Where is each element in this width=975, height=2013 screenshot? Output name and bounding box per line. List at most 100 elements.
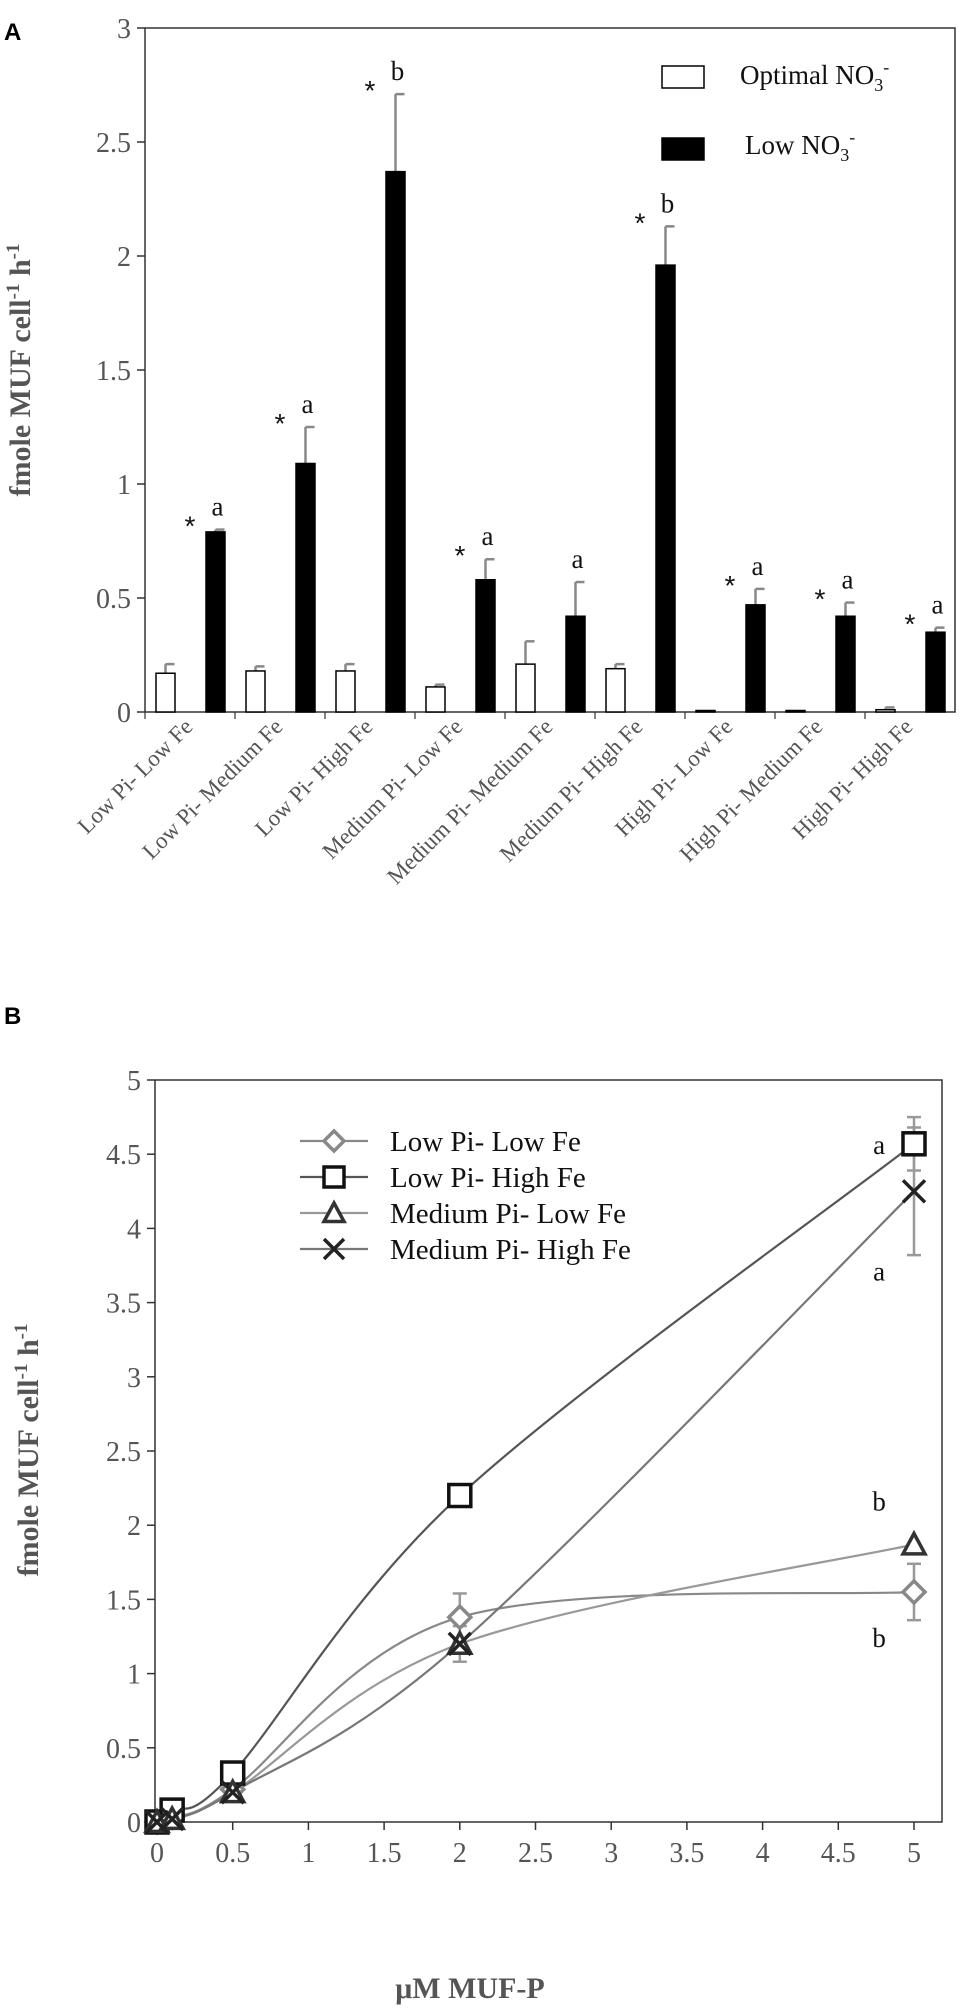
panel-b-legend: Low Pi- Low Fe Low Pi- High Fe Medium Pi- … (300, 1126, 631, 1266)
bar-low-no3 (295, 462, 316, 713)
panel-b: B 0 0.5 1 1.5 2 2.5 3 3.5 4 4.5 5 0 0.5 1 1.5 2 2.5 3 3.5 4… (4, 1003, 943, 2005)
panel-b-label: B (4, 1003, 21, 1030)
bar-low-no3 (475, 579, 496, 713)
bar-low-no3 (925, 631, 946, 713)
y-tick-label: 2 (117, 242, 131, 273)
legend-label-optimal: Optimal NO3- (740, 57, 889, 95)
panel-a-bars: * a * a * b * a a * b * a * a * a (144, 56, 946, 719)
bar-optimal-no3 (335, 670, 356, 713)
data-point-x (144, 1809, 170, 1835)
x-tick-label: 4 (756, 1838, 770, 1869)
x-tick-label: 1.5 (367, 1838, 402, 1869)
data-point-triangle (900, 1529, 928, 1556)
x-tick-label: 3 (604, 1838, 618, 1869)
legend-label-low: Low NO3- (745, 127, 855, 165)
significance-star: * (185, 511, 196, 542)
x-tick-label: 5 (907, 1838, 921, 1869)
bar-low-no3 (835, 615, 856, 713)
y-tick-label: 4 (127, 1214, 141, 1245)
x-tick-label: 2.5 (518, 1838, 553, 1869)
x-tick-label: Medium Pi- Medium Fe (382, 714, 557, 889)
group-letter: a (302, 389, 314, 419)
legend-marker-square (322, 1165, 346, 1189)
data-point-square (901, 1131, 927, 1157)
y-tick-label: 0 (117, 698, 131, 729)
group-letter: a (932, 590, 944, 620)
bar-optimal-no3 (425, 686, 446, 713)
legend-marker-x (322, 1237, 346, 1261)
y-tick-label: 1 (127, 1660, 141, 1691)
bar-optimal-no3 (515, 663, 536, 713)
panel-b-axis-ticks: 0 0.5 1 1.5 2 2.5 3 3.5 4 4.5 5 0 0.5 1 1.5 2 2.5 3 3.5 4 4.… (106, 1066, 921, 1869)
group-letter: a (482, 521, 494, 551)
y-tick-label: 0 (127, 1808, 141, 1839)
legend-marker-triangle (321, 1199, 347, 1224)
significance-star: * (275, 408, 286, 439)
x-tick-label: 4.5 (821, 1838, 856, 1869)
y-tick-label: 0.5 (106, 1734, 141, 1765)
panel-a: A 0 0.5 1 1.5 2 2.5 3 * a * a * b * a a * b * a * a * a Low Pi… (3, 14, 956, 889)
panel-a-label: A (4, 19, 21, 46)
legend-label: Medium Pi- High Fe (390, 1234, 631, 1266)
significance-star: * (635, 207, 646, 238)
panel-b-y-axis-label: fmole MUF cell-1 h-1 (11, 1324, 45, 1577)
annotation-letter: a (873, 1130, 885, 1160)
series-line-triangle (156, 1543, 915, 1824)
significance-star: * (365, 75, 376, 106)
x-tick-label: 2 (453, 1838, 467, 1869)
series-line-diamond (156, 1590, 915, 1824)
legend-label: Low Pi- Low Fe (390, 1126, 581, 1158)
group-letter: a (752, 551, 764, 581)
data-point-diamond (900, 1578, 928, 1606)
group-letter: b (661, 188, 675, 218)
panel-a-y-ticks: 0 0.5 1 1.5 2 2.5 3 (96, 14, 145, 729)
bar-optimal-no3 (155, 672, 176, 713)
panel-b-x-axis-label: μM MUF-P (395, 1972, 544, 2005)
group-letter: a (842, 565, 854, 595)
legend-swatch-optimal (661, 65, 705, 89)
y-tick-label: 4.5 (106, 1140, 141, 1171)
series-line-x (156, 1190, 915, 1824)
data-point-square (447, 1482, 473, 1509)
y-tick-label: 2 (127, 1511, 141, 1542)
bar-low-no3 (565, 615, 586, 713)
data-point-x (220, 1780, 245, 1805)
significance-star: * (815, 584, 826, 615)
data-point-x (447, 1631, 473, 1657)
significance-star: * (905, 609, 916, 640)
y-tick-label: 2.5 (106, 1437, 141, 1468)
panel-a-legend: Optimal NO3- Low NO3- (661, 57, 889, 165)
annotation-letter: a (873, 1256, 885, 1286)
data-point-x (159, 1806, 185, 1832)
annotation-letter: b (872, 1623, 886, 1653)
bar-optimal-no3 (785, 709, 806, 713)
group-letter: a (212, 492, 224, 522)
y-tick-label: 1 (117, 470, 131, 501)
legend-marker-diamond (321, 1128, 347, 1154)
legend-swatch-low (661, 137, 705, 161)
legend-label: Medium Pi- Low Fe (390, 1198, 626, 1230)
bar-low-no3 (655, 264, 676, 713)
group-letter: b (391, 56, 405, 86)
y-tick-label: 3 (127, 1363, 141, 1394)
annotation-letter: b (872, 1486, 886, 1516)
y-tick-label: 3.5 (106, 1289, 141, 1320)
panel-b-annotations: a a b b (872, 1130, 886, 1653)
panel-a-y-axis-label: fmole MUF cell-1 h-1 (3, 244, 37, 497)
legend-label: Low Pi- High Fe (390, 1162, 586, 1194)
y-tick-label: 3 (117, 14, 131, 45)
panel-b-markers (143, 1131, 928, 1836)
y-tick-label: 1.5 (96, 356, 131, 387)
y-tick-label: 0.5 (96, 584, 131, 615)
data-point-diamond (446, 1603, 474, 1631)
data-point-x (901, 1179, 927, 1204)
bar-optimal-no3 (695, 709, 716, 713)
x-tick-label: 0 (150, 1838, 164, 1869)
bar-optimal-no3 (605, 667, 626, 713)
x-tick-label: 0.5 (215, 1838, 250, 1869)
y-tick-label: 5 (127, 1066, 141, 1097)
bar-low-no3 (205, 531, 226, 713)
bar-low-no3 (745, 604, 766, 713)
